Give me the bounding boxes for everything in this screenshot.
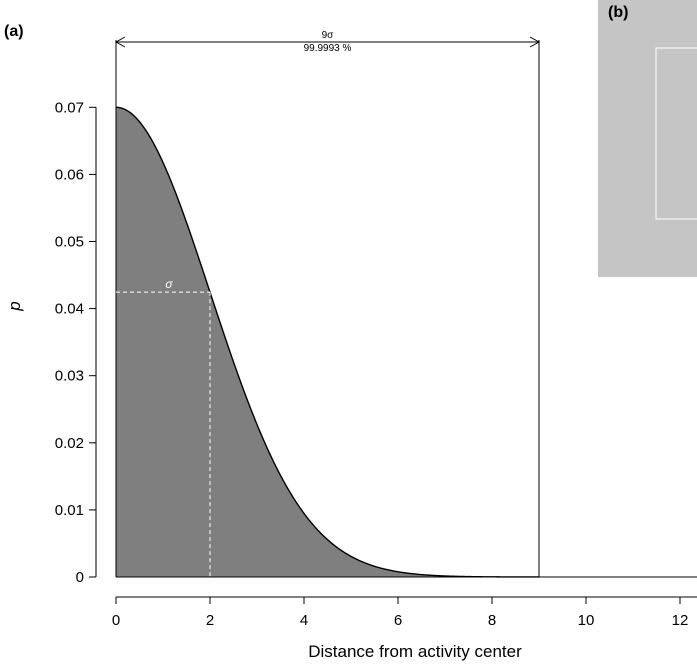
y-axis-title: p [5, 301, 24, 311]
panel-b-label: (b) [608, 4, 628, 21]
range-arrow-left-head [114, 36, 126, 48]
x-tick-label-5: 10 [578, 612, 595, 629]
x-axis: 0 2 4 6 8 10 12 [112, 596, 697, 629]
y-tick-label-6: 0.06 [55, 166, 84, 183]
y-tick-label-2: 0.02 [55, 435, 84, 452]
x-tick-label-3: 6 [394, 612, 402, 629]
y-tick-label-0: 0 [76, 569, 84, 586]
range-percent-label: 99.9993 % [304, 43, 352, 54]
annotations-group: σ 9σ 99.9993 % [114, 30, 541, 577]
x-tick-label-2: 4 [300, 612, 308, 629]
y-axis: 0 0.01 0.02 0.03 0.04 0.05 0.06 0.07 [55, 99, 97, 586]
y-tick-label-1: 0.01 [55, 502, 84, 519]
panel-a-label: (a) [4, 23, 24, 40]
sigma-label: σ [165, 277, 173, 291]
x-tick-label-6: 12 [672, 612, 689, 629]
plot-area [115, 40, 697, 578]
shaded-area [116, 107, 539, 578]
panel-b-background [598, 0, 697, 277]
y-tick-label-4: 0.04 [55, 301, 84, 318]
panel-b-inner-box [655, 47, 697, 220]
x-tick-label-1: 2 [206, 612, 214, 629]
x-axis-title: Distance from activity center [308, 642, 522, 661]
y-tick-label-5: 0.05 [55, 234, 84, 251]
x-tick-label-4: 8 [488, 612, 496, 629]
range-label: 9σ [322, 30, 335, 41]
y-tick-label-7: 0.07 [55, 99, 84, 116]
y-tick-label-3: 0.03 [55, 368, 84, 385]
x-tick-label-0: 0 [112, 612, 120, 629]
range-arrow-right-head [529, 36, 541, 48]
